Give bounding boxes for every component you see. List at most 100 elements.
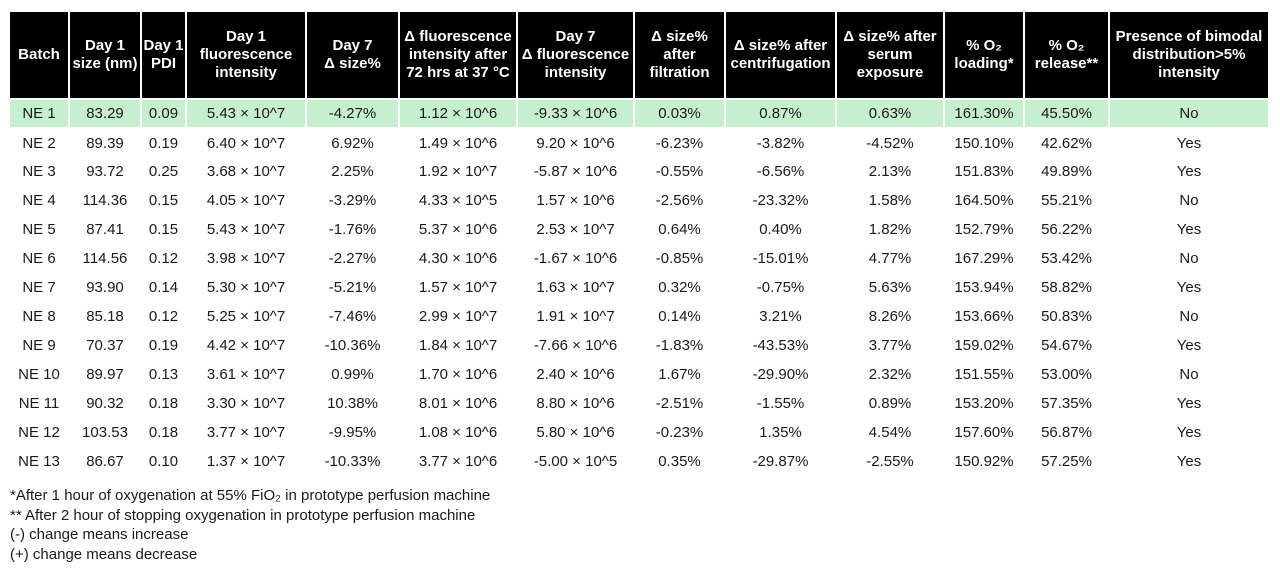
cell-day7-delta-fluorescence-intensity: -9.33 × 10^6 [516,99,635,129]
cell-delta-size-after-centrifugation: 0.40% [725,215,836,244]
column-header-day7-delta-fluorescence-intensity: Day 7 Δ fluorescence intensity [516,10,635,100]
cell-o2-release: 58.82% [1024,273,1109,302]
cell-day7-delta-fluorescence-intensity: 9.20 × 10^6 [517,128,634,157]
header-row: Batch Day 1 size (nm) Day 1 PDI Day 1 fluor… [8,10,1270,100]
cell-o2-loading: 153.66% [944,302,1024,331]
cell-bimodal-distribution: Yes [1109,128,1269,157]
cell-day1-size: 83.29 [68,99,142,129]
cell-bimodal-distribution: Yes [1109,331,1269,360]
cell-day7-delta-size: -1.76% [306,215,399,244]
cell-day1-size: 86.67 [69,447,141,476]
cell-batch: NE 2 [9,128,69,157]
cell-day7-delta-fluorescence-intensity: 8.80 × 10^6 [517,389,634,418]
cell-o2-loading: 150.92% [944,447,1024,476]
table-row: NE 2 89.39 0.19 6.40 × 10^7 6.92% 1.49 × 10^6… [9,128,1269,157]
cell-day1-size: 93.90 [69,273,141,302]
cell-day7-delta-size: 10.38% [306,389,399,418]
cell-o2-release: 57.25% [1024,447,1109,476]
cell-day1-fluorescence-intensity: 5.30 × 10^7 [186,273,306,302]
cell-day1-fluorescence-intensity: 3.61 × 10^7 [186,360,306,389]
cell-delta-fluorescence-72hrs: 1.49 × 10^6 [399,128,517,157]
cell-delta-fluorescence-72hrs: 3.77 × 10^6 [399,447,517,476]
cell-delta-fluorescence-72hrs: 2.99 × 10^7 [399,302,517,331]
cell-day7-delta-fluorescence-intensity: -7.66 × 10^6 [517,331,634,360]
cell-day7-delta-fluorescence-intensity: -5.87 × 10^6 [517,157,634,186]
cell-day7-delta-fluorescence-intensity: 1.57 × 10^6 [517,186,634,215]
table-row: NE 4 114.36 0.15 4.05 × 10^7 -3.29% 4.33 × 10… [9,186,1269,215]
cell-day1-fluorescence-intensity: 3.98 × 10^7 [186,244,306,273]
cell-o2-release: 53.42% [1024,244,1109,273]
footnote-positive-change: (+) change means decrease [10,545,198,563]
cell-delta-size-after-serum-exposure: 0.63% [835,99,945,129]
cell-day1-pdi: 0.14 [141,273,186,302]
cell-delta-size-after-serum-exposure: 3.77% [836,331,944,360]
cell-batch: NE 12 [9,418,69,447]
cell-day7-delta-size: -10.33% [306,447,399,476]
cell-delta-size-after-centrifugation: 1.35% [725,418,836,447]
cell-day1-pdi: 0.10 [141,447,186,476]
table-row: NE 1 83.29 0.09 5.43 × 10^7 -4.27% 1.12 × 10^… [8,99,1270,129]
cell-batch: NE 3 [9,157,69,186]
cell-day1-pdi: 0.15 [141,186,186,215]
cell-day7-delta-fluorescence-intensity: -5.00 × 10^5 [517,447,634,476]
cell-day1-fluorescence-intensity: 3.77 × 10^7 [186,418,306,447]
cell-day7-delta-size: -4.27% [305,99,400,129]
cell-o2-release: 54.67% [1024,331,1109,360]
cell-delta-size-after-filtration: -0.85% [634,244,725,273]
cell-day1-pdi: 0.25 [141,157,186,186]
cell-bimodal-distribution: Yes [1109,447,1269,476]
cell-delta-size-after-centrifugation: 0.87% [724,99,837,129]
column-header-day1-pdi: Day 1 PDI [140,10,187,100]
table-row: NE 9 70.37 0.19 4.42 × 10^7 -10.36% 1.84 × 10… [9,331,1269,360]
table-row: NE 5 87.41 0.15 5.43 × 10^7 -1.76% 5.37 × 10^… [9,215,1269,244]
cell-delta-size-after-filtration: 1.67% [634,360,725,389]
cell-delta-size-after-serum-exposure: 2.32% [836,360,944,389]
cell-bimodal-distribution: Yes [1109,418,1269,447]
cell-day1-fluorescence-intensity: 5.43 × 10^7 [185,99,307,129]
cell-bimodal-distribution: No [1109,244,1269,273]
cell-day7-delta-size: 0.99% [306,360,399,389]
column-header-day1-fluorescence-intensity: Day 1 fluorescence intensity [185,10,307,100]
cell-o2-release: 56.22% [1024,215,1109,244]
cell-day1-pdi: 0.15 [141,215,186,244]
cell-bimodal-distribution: No [1109,186,1269,215]
cell-day7-delta-fluorescence-intensity: 2.53 × 10^7 [517,215,634,244]
cell-delta-fluorescence-72hrs: 1.57 × 10^7 [399,273,517,302]
cell-delta-size-after-centrifugation: -6.56% [725,157,836,186]
cell-batch: NE 11 [9,389,69,418]
cell-delta-size-after-serum-exposure: 2.13% [836,157,944,186]
cell-bimodal-distribution: Yes [1109,389,1269,418]
cell-delta-size-after-filtration: -6.23% [634,128,725,157]
cell-o2-loading: 161.30% [943,99,1025,129]
cell-o2-release: 57.35% [1024,389,1109,418]
cell-delta-size-after-serum-exposure: 4.77% [836,244,944,273]
cell-delta-size-after-serum-exposure: -2.55% [836,447,944,476]
cell-day1-pdi: 0.13 [141,360,186,389]
cell-day1-fluorescence-intensity: 3.30 × 10^7 [186,389,306,418]
cell-day1-size: 87.41 [69,215,141,244]
cell-bimodal-distribution: Yes [1109,215,1269,244]
cell-day7-delta-size: -2.27% [306,244,399,273]
column-header-bimodal-distribution: Presence of bimodal distribution>5% inte… [1108,10,1270,100]
batch-results-table: Batch Day 1 size (nm) Day 1 PDI Day 1 fluor… [8,10,1270,476]
table-row: NE 6 114.56 0.12 3.98 × 10^7 -2.27% 4.30 × 10… [9,244,1269,273]
cell-bimodal-distribution: Yes [1109,157,1269,186]
cell-batch: NE 8 [9,302,69,331]
cell-delta-size-after-serum-exposure: 5.63% [836,273,944,302]
cell-day1-size: 89.97 [69,360,141,389]
cell-o2-loading: 151.83% [944,157,1024,186]
footnotes: *After 1 hour of oxygenation at 55% FiO₂… [10,486,490,564]
cell-day7-delta-size: -10.36% [306,331,399,360]
cell-o2-loading: 157.60% [944,418,1024,447]
cell-day7-delta-fluorescence-intensity: 2.40 × 10^6 [517,360,634,389]
cell-day1-size: 90.32 [69,389,141,418]
column-header-batch: Batch [8,10,70,100]
cell-delta-fluorescence-72hrs: 1.70 × 10^6 [399,360,517,389]
cell-batch: NE 5 [9,215,69,244]
cell-day1-size: 114.36 [69,186,141,215]
cell-o2-loading: 153.94% [944,273,1024,302]
column-header-day7-delta-size: Day 7 Δ size% [305,10,400,100]
cell-delta-fluorescence-72hrs: 8.01 × 10^6 [399,389,517,418]
cell-day1-fluorescence-intensity: 5.25 × 10^7 [186,302,306,331]
cell-day1-pdi: 0.12 [141,302,186,331]
